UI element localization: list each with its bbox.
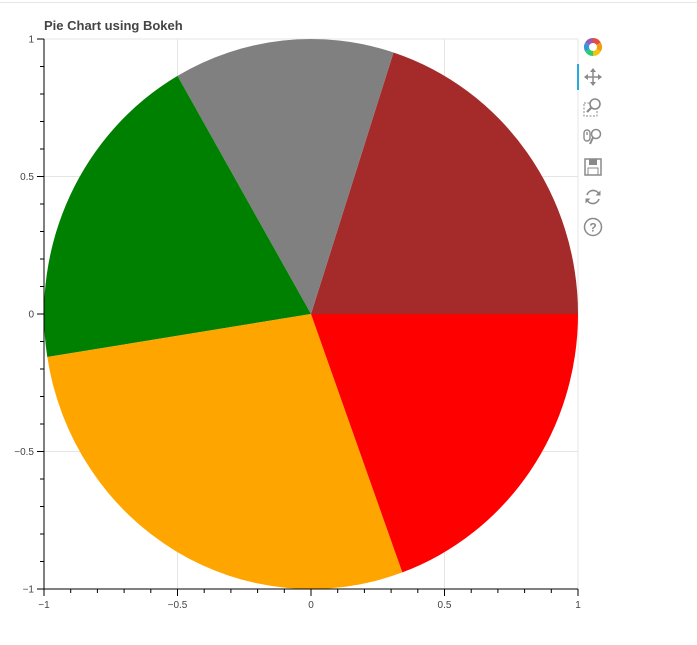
x-tick-label: 0 bbox=[308, 600, 314, 611]
x-tick-label: −0.5 bbox=[168, 600, 188, 611]
x-tick-label: 0.5 bbox=[438, 600, 452, 611]
top-border bbox=[0, 2, 697, 3]
help-tool-button[interactable]: ? bbox=[577, 214, 609, 240]
bokeh-logo-button[interactable] bbox=[577, 34, 609, 60]
y-tick-label: 0 bbox=[28, 310, 34, 321]
y-tick-label: −0.5 bbox=[14, 447, 34, 458]
pie-slice bbox=[177, 38, 394, 314]
help-icon: ? bbox=[583, 217, 603, 237]
chart-title: Pie Chart using Bokeh bbox=[44, 18, 183, 33]
save-icon bbox=[584, 158, 602, 176]
reset-icon bbox=[585, 189, 601, 205]
y-tick-label: 1 bbox=[28, 35, 34, 46]
wheel-zoom-tool-button[interactable] bbox=[577, 124, 609, 150]
pie-slice bbox=[311, 52, 578, 314]
box-zoom-icon bbox=[583, 98, 601, 117]
x-tick-label: 1 bbox=[575, 600, 581, 611]
y-tick-label: −1 bbox=[23, 585, 35, 596]
bokeh-logo-icon bbox=[583, 38, 603, 57]
pie-slice bbox=[311, 314, 578, 573]
save-tool-button[interactable] bbox=[577, 154, 609, 180]
wheel-zoom-icon bbox=[583, 128, 602, 145]
box-zoom-tool-button[interactable] bbox=[577, 94, 609, 120]
pie-slice bbox=[47, 314, 403, 589]
svg-text:?: ? bbox=[589, 221, 596, 235]
reset-tool-button[interactable] bbox=[577, 184, 609, 210]
y-tick-label: 0.5 bbox=[20, 172, 34, 183]
x-tick-label: −1 bbox=[38, 600, 50, 611]
pie-slice bbox=[43, 75, 311, 358]
pan-icon bbox=[584, 68, 602, 86]
pan-tool-button[interactable] bbox=[577, 64, 609, 90]
